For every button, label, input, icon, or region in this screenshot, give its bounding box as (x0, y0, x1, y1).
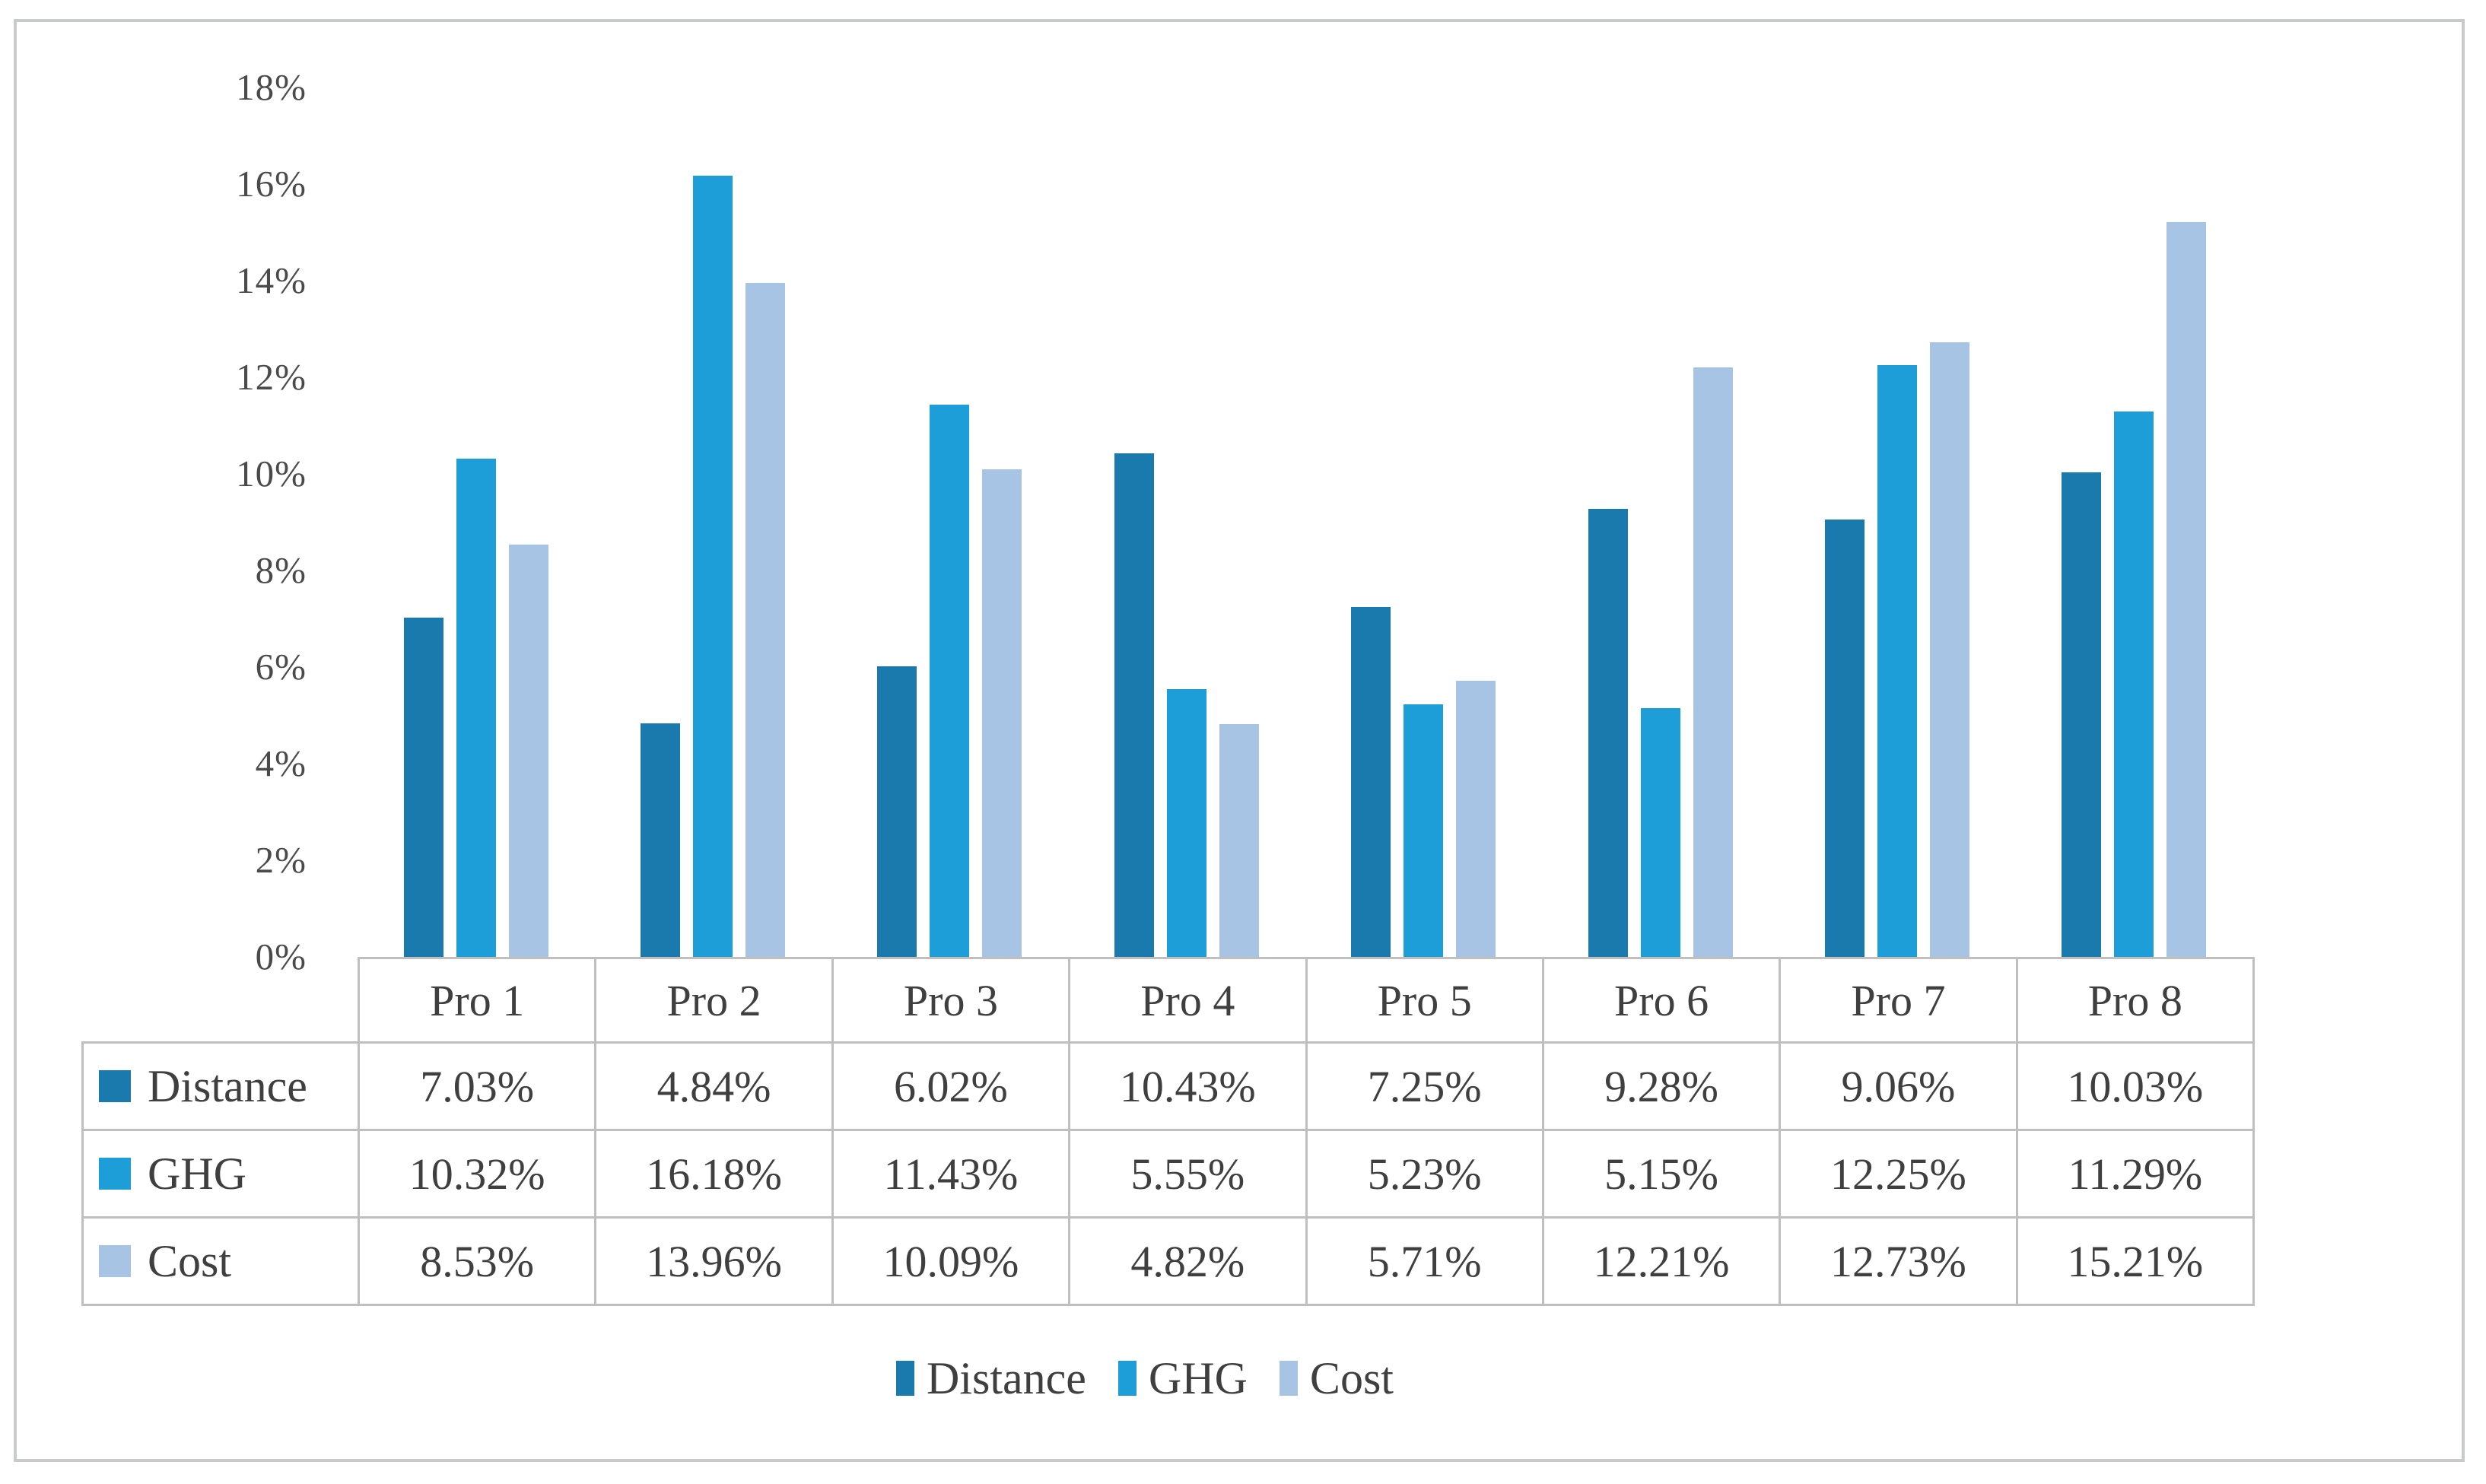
table-header-pro-8: Pro 8 (2015, 957, 2256, 1044)
table-header-pro-1: Pro 1 (357, 957, 597, 1044)
distance-series-swatch-icon (99, 1070, 131, 1102)
table-value-cost-pro-3: 10.09% (831, 1216, 1071, 1306)
bar-ghg-pro-7 (1877, 365, 1917, 957)
table-row-cost: Cost 8.53% 13.96% 10.09% 4.82% 5.71% 12.21% 12.… (81, 1216, 2256, 1306)
table-value-ghg-pro-1: 10.32% (357, 1129, 597, 1219)
y-axis-tick-label-12: 12% (236, 356, 307, 398)
ghg-legend-swatch-icon (1117, 1361, 1137, 1396)
bar-cost-pro-5 (1456, 681, 1496, 957)
row-label-text: Distance (148, 1060, 307, 1111)
chart-data-table: Pro 1 Pro 2 Pro 3 Pro 4 Pro 5 Pro 6 Pro 7 Pro 8… (81, 957, 2256, 1306)
table-value-ghg-pro-6: 5.15% (1541, 1129, 1782, 1219)
table-value-cost-pro-6: 12.21% (1541, 1216, 1782, 1306)
bar-distance-pro-5 (1351, 606, 1391, 957)
table-header-pro-6: Pro 6 (1541, 957, 1782, 1044)
bar-distance-pro-3 (877, 666, 917, 957)
table-value-ghg-pro-4: 5.55% (1068, 1129, 1308, 1219)
table-value-distance-pro-5: 7.25% (1305, 1041, 1544, 1131)
table-value-cost-pro-5: 5.71% (1305, 1216, 1544, 1306)
distance-legend-swatch-icon (896, 1361, 914, 1396)
bar-distance-pro-1 (403, 617, 443, 957)
y-axis-tick-label-0: 0% (255, 936, 307, 977)
table-value-cost-pro-8: 15.21% (2015, 1216, 2256, 1306)
bar-distance-pro-8 (2062, 472, 2102, 957)
row-label-cell-distance: Distance (81, 1041, 360, 1131)
table-value-distance-pro-7: 9.06% (1779, 1041, 2018, 1131)
table-value-distance-pro-6: 9.28% (1541, 1041, 1782, 1131)
bar-ghg-pro-3 (930, 405, 970, 957)
legend-label: GHG (1148, 1352, 1248, 1403)
table-value-cost-pro-4: 4.82% (1068, 1216, 1308, 1306)
table-header-pro-4: Pro 4 (1068, 957, 1308, 1044)
y-axis-tick-label-10: 10% (236, 453, 307, 494)
bar-cost-pro-4 (1219, 723, 1259, 957)
y-axis-tick-label-8: 8% (255, 549, 307, 591)
bar-distance-pro-7 (1824, 519, 1864, 957)
row-label-text: GHG (148, 1148, 246, 1199)
bar-distance-pro-2 (641, 723, 681, 957)
bar-cost-pro-7 (1929, 342, 1969, 957)
table-value-ghg-pro-3: 11.43% (831, 1129, 1071, 1219)
bar-cost-pro-3 (982, 469, 1022, 957)
table-value-ghg-pro-2: 16.18% (594, 1129, 834, 1219)
table-row-ghg: GHG 10.32% 16.18% 11.43% 5.55% 5.23% 5.15% 12.2… (81, 1129, 2256, 1219)
legend-item-ghg: GHG (1117, 1352, 1248, 1405)
y-axis-tick-label-14: 14% (236, 259, 307, 301)
table-value-distance-pro-4: 10.43% (1068, 1041, 1308, 1131)
table-header-pro-2: Pro 2 (594, 957, 834, 1044)
y-axis-tick-label-16: 16% (236, 163, 307, 205)
chart-legend: Distance GHG Cost (896, 1352, 1394, 1404)
table-corner-spacer (83, 958, 359, 1043)
table-value-ghg-pro-7: 12.25% (1779, 1129, 2018, 1219)
row-label-cell-cost: Cost (81, 1216, 360, 1306)
legend-label: Cost (1309, 1352, 1394, 1403)
bar-ghg-pro-2 (693, 175, 733, 957)
legend-item-distance: Distance (896, 1352, 1086, 1405)
bar-ghg-pro-6 (1640, 707, 1680, 957)
table-header-pro-3: Pro 3 (831, 957, 1071, 1044)
bar-ghg-pro-4 (1166, 688, 1206, 957)
table-value-cost-pro-7: 12.73% (1779, 1216, 2018, 1306)
bar-ghg-pro-1 (456, 458, 496, 957)
legend-label: Distance (927, 1352, 1086, 1403)
cost-series-swatch-icon (99, 1245, 131, 1277)
bar-cost-pro-1 (508, 545, 548, 957)
bar-ghg-pro-5 (1404, 704, 1444, 957)
cost-legend-swatch-icon (1279, 1361, 1298, 1396)
table-header-pro-7: Pro 7 (1779, 957, 2018, 1044)
table-value-ghg-pro-5: 5.23% (1305, 1129, 1544, 1219)
table-value-distance-pro-8: 10.03% (2015, 1041, 2256, 1131)
table-row-distance: Distance 7.03% 4.84% 6.02% 10.43% 7.25% 9.28% 9… (81, 1041, 2256, 1131)
bar-distance-pro-4 (1114, 453, 1154, 957)
y-axis-tick-label-2: 2% (255, 839, 307, 881)
bar-cost-pro-8 (2167, 222, 2207, 957)
table-value-distance-pro-3: 6.02% (831, 1041, 1071, 1131)
bar-cost-pro-2 (745, 282, 786, 957)
bar-distance-pro-6 (1588, 508, 1628, 957)
table-value-ghg-pro-8: 11.29% (2015, 1129, 2256, 1219)
y-axis-tick-label-6: 6% (255, 646, 307, 688)
row-label-text: Cost (148, 1235, 232, 1286)
legend-item-cost: Cost (1279, 1352, 1394, 1405)
table-header-pro-5: Pro 5 (1305, 957, 1544, 1044)
table-value-distance-pro-1: 7.03% (357, 1041, 597, 1131)
table-value-cost-pro-2: 13.96% (594, 1216, 834, 1306)
bar-ghg-pro-8 (2114, 412, 2154, 957)
y-axis-tick-label-4: 4% (255, 742, 307, 784)
table-value-cost-pro-1: 8.53% (357, 1216, 597, 1306)
bar-cost-pro-6 (1693, 367, 1733, 957)
row-label-cell-ghg: GHG (81, 1129, 360, 1219)
y-axis-tick-label-18: 18% (236, 66, 307, 108)
ghg-series-swatch-icon (99, 1158, 131, 1190)
table-value-distance-pro-2: 4.84% (594, 1041, 834, 1131)
